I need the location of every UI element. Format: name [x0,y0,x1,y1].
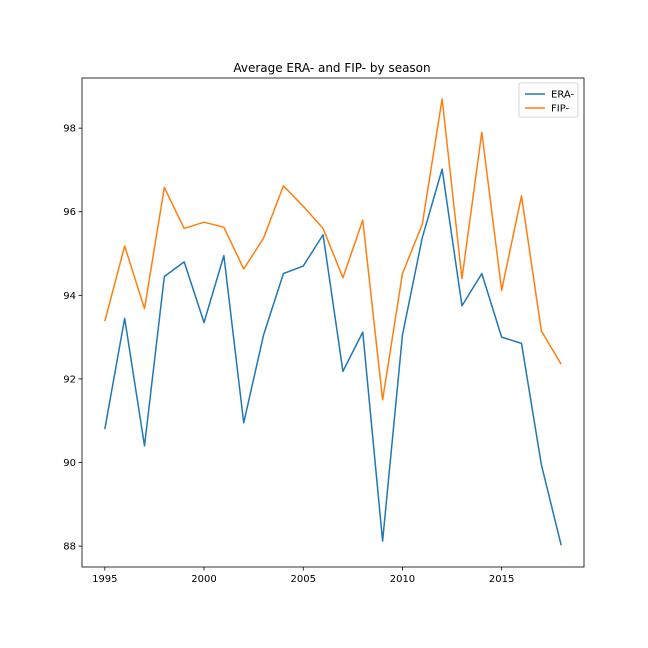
legend-label: ERA- [551,90,574,101]
plot-frame [81,77,585,568]
y-tick-label: 96 [63,207,76,218]
x-tick-label: 2010 [390,574,415,585]
x-tick-label: 2015 [489,574,514,585]
chart-title: Average ERA- and FIP- by season [233,61,430,75]
legend-label: FIP- [551,104,570,115]
y-tick-label: 92 [63,374,76,385]
series-line-fip [104,98,562,401]
y-tick-label: 90 [63,458,76,469]
plot-area [104,98,562,546]
series-line-era [104,168,562,546]
x-tick-label: 1995 [92,574,117,585]
x-tick-label: 2005 [291,574,316,585]
legend: ERA- FIP- [518,82,579,118]
y-tick-label: 88 [63,542,76,553]
y-tick-label: 98 [63,124,76,135]
x-tick-label: 2000 [191,574,216,585]
y-tick-label: 94 [63,291,76,302]
axes: 1995 2000 2005 2010 2015 88 90 92 94 96 98 [63,124,514,585]
